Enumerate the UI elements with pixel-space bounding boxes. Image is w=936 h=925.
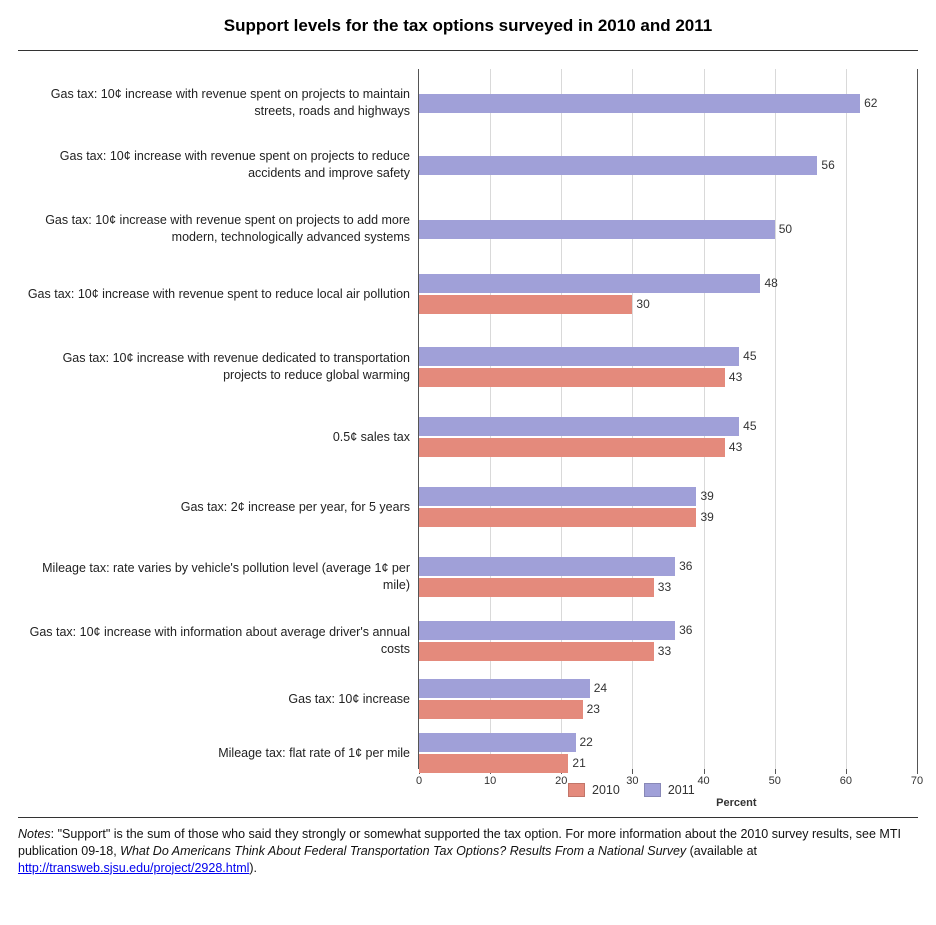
bar-2011 bbox=[419, 417, 739, 436]
page-root: Support levels for the tax options surve… bbox=[0, 0, 936, 889]
bar-value-2011: 45 bbox=[743, 349, 756, 363]
x-tick-mark bbox=[846, 769, 847, 774]
category-label: Gas tax: 10¢ increase with revenue spent… bbox=[18, 86, 410, 120]
bar-2010 bbox=[419, 754, 568, 773]
x-tick-label: 20 bbox=[555, 775, 567, 787]
bar-2011 bbox=[419, 679, 590, 698]
bar-value-2011: 62 bbox=[864, 96, 877, 110]
legend-item: 2010 bbox=[568, 783, 620, 797]
bar-2011 bbox=[419, 156, 817, 175]
plot-column: 0102030405060706256504830454345433939363… bbox=[418, 69, 918, 809]
bar-2010 bbox=[419, 295, 632, 314]
legend-label: 2010 bbox=[592, 783, 620, 797]
bar-2011 bbox=[419, 347, 739, 366]
bar-value-2011: 39 bbox=[700, 489, 713, 503]
bar-2011 bbox=[419, 557, 675, 576]
chart-title: Support levels for the tax options surve… bbox=[18, 16, 918, 36]
category-label: Gas tax: 10¢ increase with revenue dedic… bbox=[18, 350, 410, 384]
x-tick-mark bbox=[704, 769, 705, 774]
notes-body-c: ). bbox=[249, 861, 257, 875]
bar-value-2011: 36 bbox=[679, 623, 692, 637]
bar-2010 bbox=[419, 642, 654, 661]
bar-2011 bbox=[419, 733, 576, 752]
bar-value-2011: 36 bbox=[679, 559, 692, 573]
category-label: 0.5¢ sales tax bbox=[18, 429, 410, 446]
category-label: Gas tax: 10¢ increase with information a… bbox=[18, 624, 410, 658]
category-label: Gas tax: 10¢ increase with revenue spent… bbox=[18, 212, 410, 246]
x-tick-label: 10 bbox=[484, 775, 496, 787]
bar-value-2010: 23 bbox=[587, 702, 600, 716]
x-tick-label: 40 bbox=[697, 775, 709, 787]
bar-value-2011: 22 bbox=[580, 735, 593, 749]
bar-value-2010: 43 bbox=[729, 370, 742, 384]
legend-swatch bbox=[568, 783, 585, 797]
notes-prefix: Notes bbox=[18, 827, 51, 841]
x-tick-mark bbox=[775, 769, 776, 774]
category-label: Gas tax: 2¢ increase per year, for 5 yea… bbox=[18, 499, 410, 516]
bar-2010 bbox=[419, 438, 725, 457]
bar-2010 bbox=[419, 368, 725, 387]
bar-value-2010: 30 bbox=[636, 297, 649, 311]
bar-2011 bbox=[419, 220, 775, 239]
plot-area: 0102030405060706256504830454345433939363… bbox=[418, 69, 918, 769]
bar-value-2010: 33 bbox=[658, 580, 671, 594]
x-tick-label: 0 bbox=[416, 775, 422, 787]
bar-2011 bbox=[419, 274, 760, 293]
bar-2011 bbox=[419, 487, 696, 506]
x-tick-label: 60 bbox=[840, 775, 852, 787]
category-label: Gas tax: 10¢ increase with revenue spent… bbox=[18, 286, 410, 303]
bar-2011 bbox=[419, 621, 675, 640]
notes-citation: What Do Americans Think About Federal Tr… bbox=[120, 844, 686, 858]
notes-rule bbox=[18, 817, 918, 818]
category-label: Mileage tax: flat rate of 1¢ per mile bbox=[18, 745, 410, 762]
gridline bbox=[846, 69, 847, 769]
bar-value-2011: 45 bbox=[743, 419, 756, 433]
y-axis-labels-column: Gas tax: 10¢ increase with revenue spent… bbox=[18, 69, 418, 769]
bar-value-2011: 24 bbox=[594, 681, 607, 695]
x-tick-label: 30 bbox=[626, 775, 638, 787]
category-label: Gas tax: 10¢ increase with revenue spent… bbox=[18, 148, 410, 182]
notes-link[interactable]: http://transweb.sjsu.edu/project/2928.ht… bbox=[18, 861, 249, 875]
legend-swatch bbox=[644, 783, 661, 797]
bar-value-2010: 39 bbox=[700, 510, 713, 524]
x-tick-label: 50 bbox=[769, 775, 781, 787]
bar-2010 bbox=[419, 700, 583, 719]
footnotes: Notes: "Support" is the sum of those who… bbox=[18, 824, 918, 877]
bar-value-2010: 21 bbox=[572, 756, 585, 770]
bar-value-2011: 56 bbox=[821, 158, 834, 172]
bar-2010 bbox=[419, 578, 654, 597]
category-label: Gas tax: 10¢ increase bbox=[18, 691, 410, 708]
bar-value-2010: 43 bbox=[729, 440, 742, 454]
legend-item: 2011 bbox=[644, 783, 695, 797]
bar-value-2010: 33 bbox=[658, 644, 671, 658]
bar-2011 bbox=[419, 94, 860, 113]
category-label: Mileage tax: rate varies by vehicle's po… bbox=[18, 560, 410, 594]
bar-value-2011: 50 bbox=[779, 222, 792, 236]
bar-2010 bbox=[419, 508, 696, 527]
x-axis-label: Percent bbox=[695, 797, 778, 809]
title-rule bbox=[18, 50, 918, 51]
x-tick-label: 70 bbox=[911, 775, 923, 787]
chart-area: Gas tax: 10¢ increase with revenue spent… bbox=[18, 69, 918, 809]
bar-value-2011: 48 bbox=[764, 276, 777, 290]
x-tick-mark bbox=[917, 769, 918, 774]
x-tick-mark bbox=[632, 769, 633, 774]
legend-label: 2011 bbox=[668, 783, 695, 797]
notes-body-b: (available at bbox=[686, 844, 757, 858]
